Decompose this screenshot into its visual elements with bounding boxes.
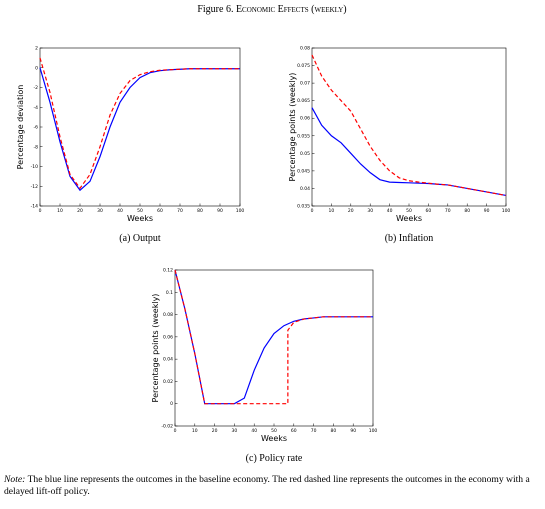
- y-tick-label: 0.065: [297, 98, 310, 104]
- y-tick-label: -8: [34, 144, 39, 150]
- y-tick-label: 0.04: [163, 357, 173, 363]
- x-tick-label: 90: [217, 208, 223, 214]
- y-tick-label: 0.055: [297, 133, 310, 139]
- data-line: [311, 107, 507, 197]
- y-axis-label: Percentage points (weekly): [288, 73, 297, 182]
- x-tick-label: 20: [77, 208, 83, 214]
- x-tick-label: 0: [174, 428, 177, 434]
- y-tick-label: -10: [31, 164, 38, 170]
- x-tick-label: 30: [97, 208, 103, 214]
- y-tick-label: -4: [34, 105, 39, 111]
- y-tick-label: 0.045: [297, 168, 310, 174]
- x-axis-label: Weeks: [396, 214, 422, 223]
- x-axis-label: Weeks: [127, 214, 153, 223]
- y-tick-label: 0.08: [300, 46, 310, 52]
- x-tick-label: 20: [348, 208, 354, 214]
- x-tick-label: 80: [464, 208, 470, 214]
- y-axis-label: Percentage deviation: [16, 85, 25, 170]
- x-tick-label: 10: [192, 428, 198, 434]
- y-tick-label: 0.035: [297, 204, 310, 210]
- y-tick-label: 0.06: [300, 116, 310, 122]
- y-tick-label: -14: [31, 204, 38, 210]
- y-tick-label: 0.06: [163, 334, 173, 340]
- data-line: [39, 67, 240, 192]
- y-tick-label: -12: [31, 184, 38, 190]
- x-tick-label: 60: [157, 208, 163, 214]
- y-tick-label: 0: [170, 401, 173, 407]
- x-tick-label: 70: [445, 208, 451, 214]
- data-line: [174, 269, 373, 405]
- x-tick-label: 90: [350, 428, 356, 434]
- x-tick-label: 30: [232, 428, 238, 434]
- figure-name: Economic Effects (weekly): [236, 4, 347, 15]
- x-tick-label: 40: [387, 208, 393, 214]
- y-tick-label: 0: [35, 65, 38, 71]
- x-tick-label: 100: [236, 208, 245, 214]
- x-tick-label: 100: [369, 428, 378, 434]
- x-tick-label: 90: [484, 208, 490, 214]
- note-label: Note:: [4, 474, 26, 485]
- y-tick-label: 0.075: [297, 63, 310, 69]
- x-tick-label: 0: [311, 208, 314, 214]
- x-tick-label: 60: [426, 208, 432, 214]
- x-tick-label: 20: [212, 428, 218, 434]
- note-text: The blue line represents the outcomes in…: [4, 474, 530, 497]
- x-tick-label: 50: [137, 208, 143, 214]
- x-tick-label: 30: [367, 208, 373, 214]
- figure-title: Figure 6. Economic Effects (weekly): [197, 4, 346, 15]
- plot-frame: [39, 47, 241, 207]
- y-axis-label: Percentage points (weekly): [151, 294, 160, 403]
- x-tick-label: 70: [311, 428, 317, 434]
- y-tick-label: 0.05: [300, 151, 310, 157]
- x-tick-label: 50: [271, 428, 277, 434]
- data-line: [39, 57, 240, 190]
- x-tick-label: 50: [406, 208, 412, 214]
- x-tick-label: 80: [197, 208, 203, 214]
- y-tick-label: 0.08: [163, 312, 173, 318]
- x-tick-label: 40: [251, 428, 257, 434]
- x-tick-label: 100: [502, 208, 511, 214]
- caption: (c) Policy rate: [246, 453, 303, 464]
- y-tick-label: 0.07: [300, 81, 310, 87]
- x-tick-label: 0: [39, 208, 42, 214]
- y-tick-label: 2: [35, 46, 38, 52]
- figure: Figure 6. Economic Effects (weekly) 0 10 2…: [16, 4, 511, 464]
- x-tick-label: 70: [177, 208, 183, 214]
- caption: (b) Inflation: [385, 233, 434, 244]
- x-tick-label: 80: [331, 428, 337, 434]
- y-tick-label: -6: [34, 125, 39, 131]
- x-tick-label: 10: [57, 208, 63, 214]
- x-tick-label: 60: [291, 428, 297, 434]
- data-line: [311, 54, 507, 197]
- y-tick-label: 0.12: [163, 268, 173, 274]
- figure-label: Figure 6.: [197, 4, 233, 15]
- y-tick-label: -0.02: [161, 424, 173, 430]
- y-tick-label: 0.02: [163, 379, 173, 385]
- note: Note: The blue line represents the outco…: [4, 474, 542, 498]
- x-tick-label: 40: [117, 208, 123, 214]
- y-tick-label: 0.1: [166, 290, 173, 296]
- y-tick-label: 0.04: [300, 186, 310, 192]
- data-line: [174, 269, 373, 405]
- x-tick-label: 10: [329, 208, 335, 214]
- caption: (a) Output: [119, 233, 161, 244]
- x-axis-label: Weeks: [261, 434, 287, 443]
- y-tick-label: -2: [34, 85, 39, 91]
